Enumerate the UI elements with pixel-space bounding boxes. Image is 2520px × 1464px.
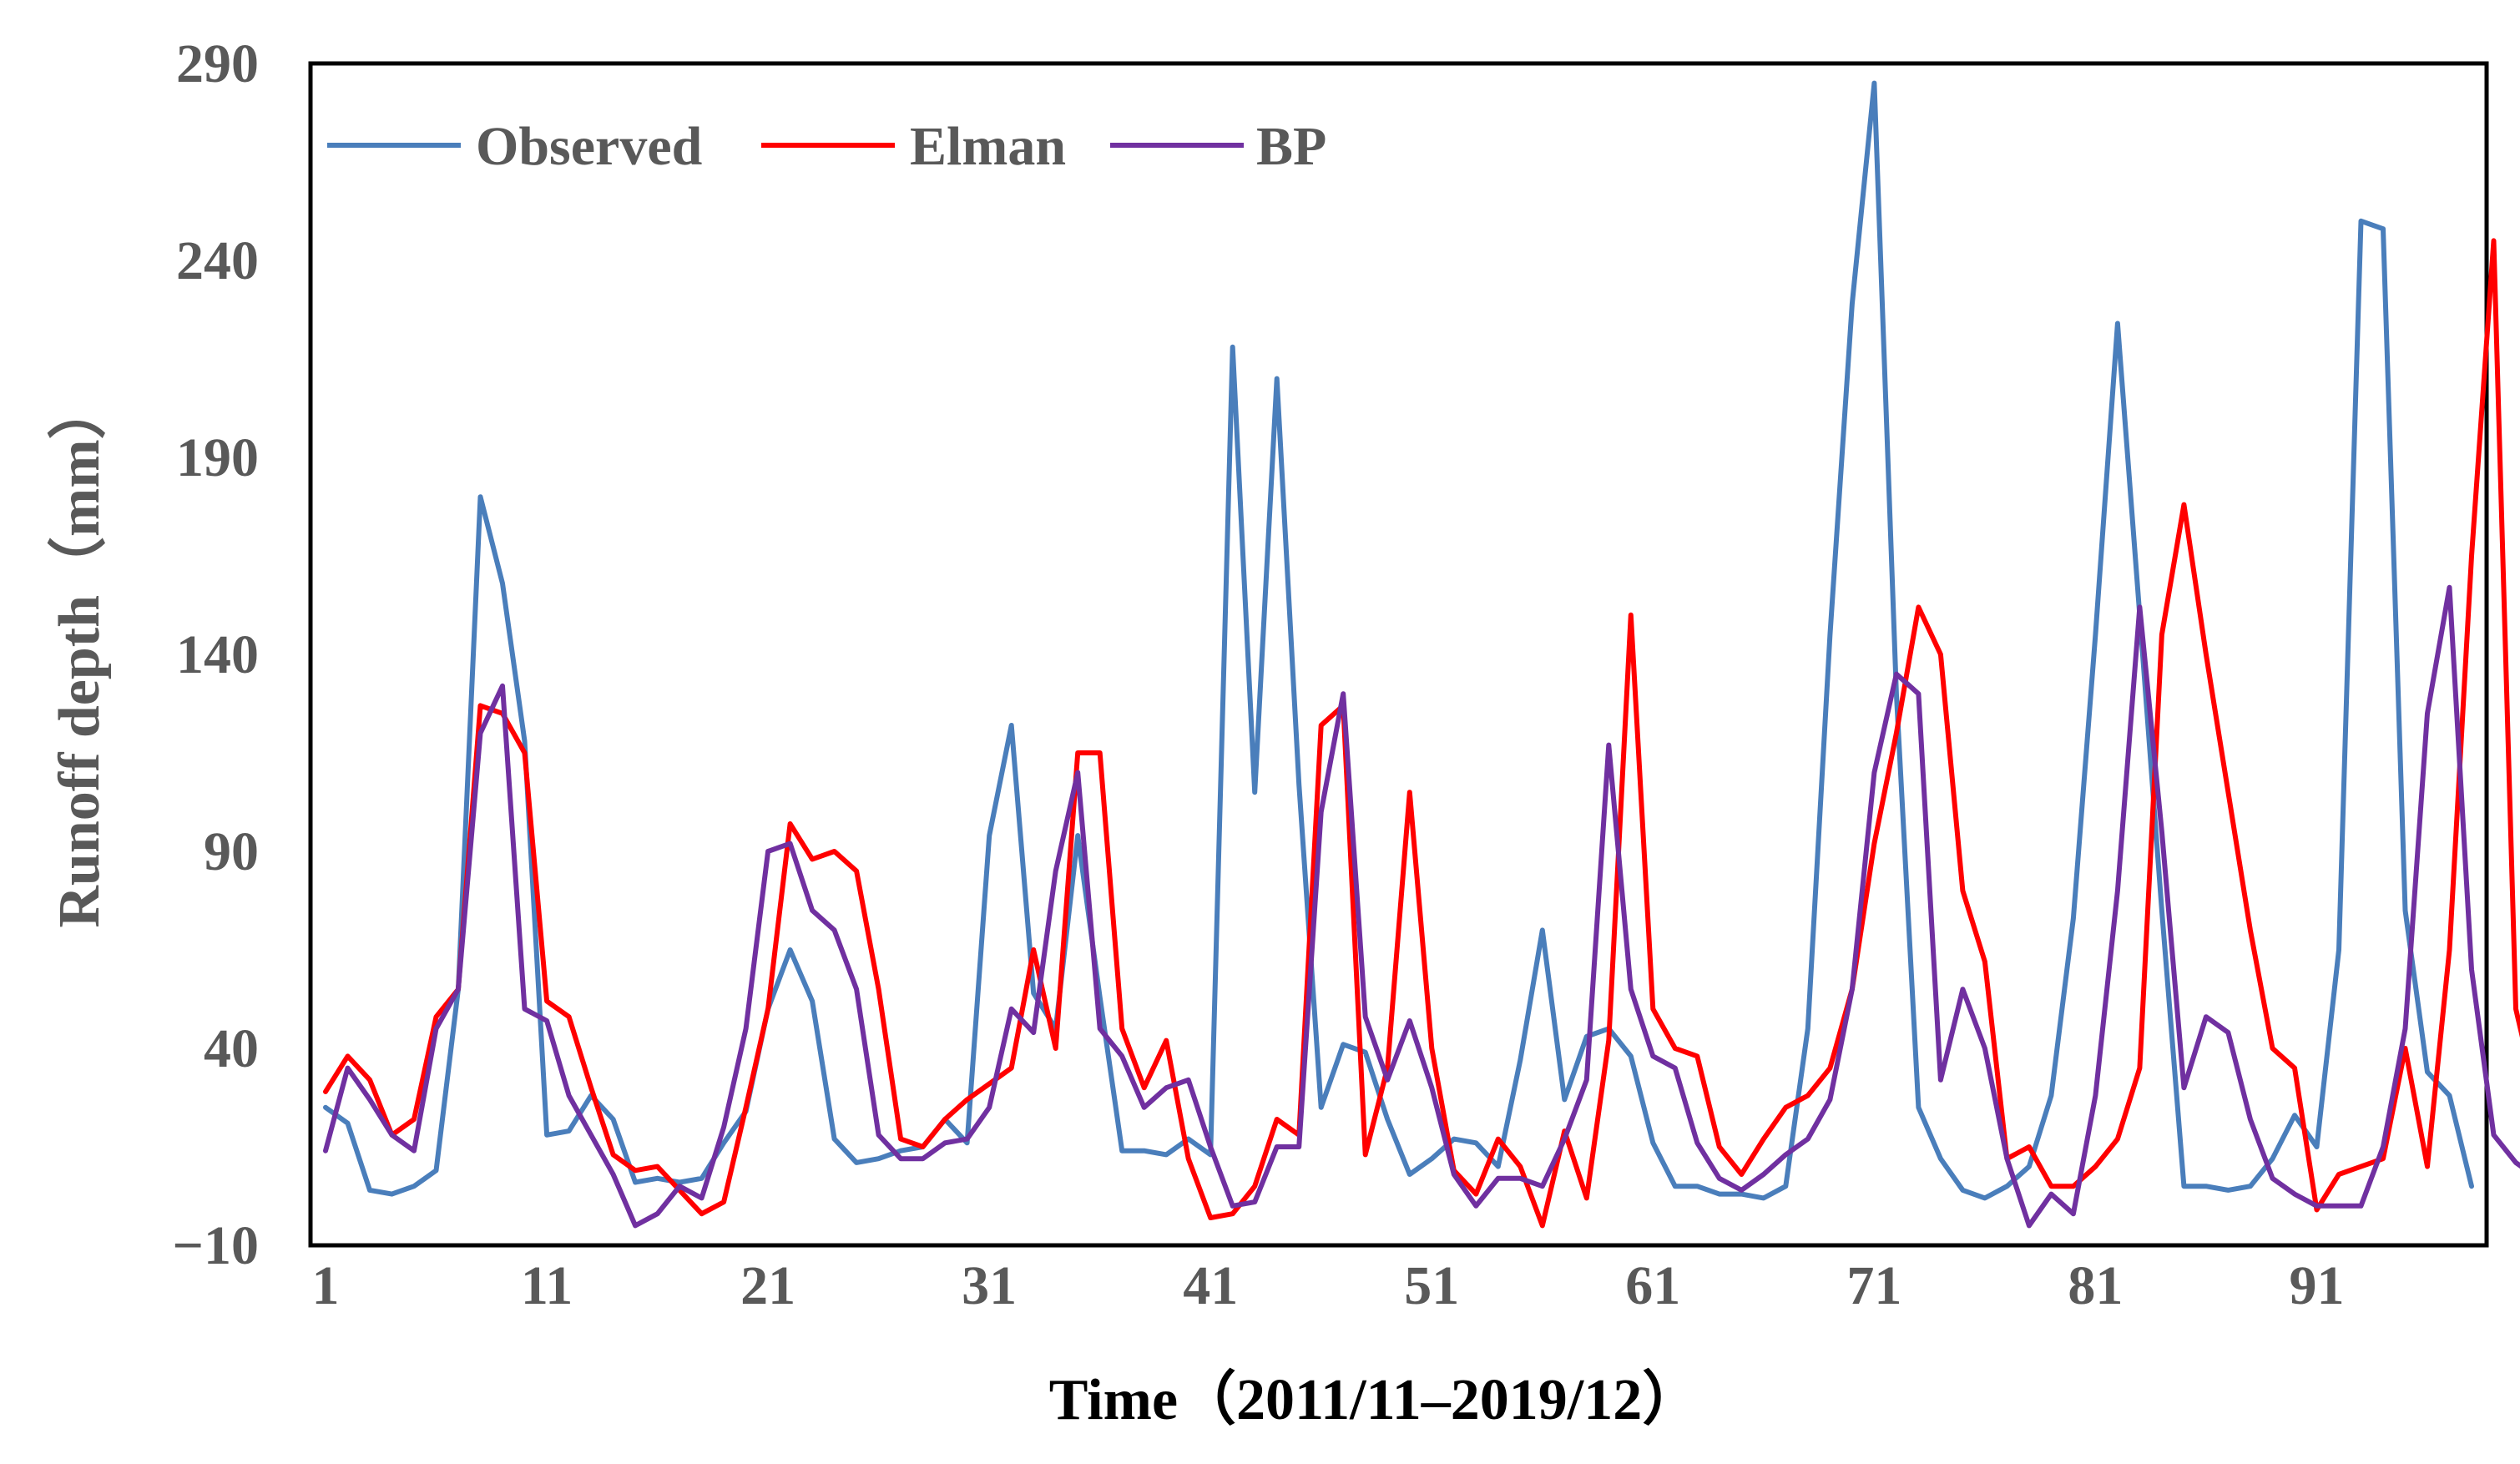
y-tick-label: 190: [176, 427, 259, 488]
legend-label-observed: Observed: [476, 116, 702, 177]
series-line-observed: [323, 80, 2474, 1201]
series-line-elman: [323, 238, 2520, 1229]
y-axis-ticks: −10 40 90 140 190 240 290: [172, 33, 259, 1276]
x-tick-label: 61: [1625, 1255, 1680, 1316]
x-tick-label: 91: [2289, 1255, 2344, 1316]
series-layer: [323, 80, 2520, 1229]
x-tick-label: 21: [740, 1255, 795, 1316]
y-axis-label: Runoff depth（mm）: [47, 381, 112, 927]
plot-frame: [308, 61, 2489, 1248]
legend-label-elman: Elman: [910, 116, 1066, 177]
x-tick-label: 11: [521, 1255, 573, 1316]
y-tick-label: 240: [176, 230, 259, 291]
y-tick-label: 140: [176, 624, 259, 685]
series-line-bp: [323, 584, 2520, 1229]
x-tick-label: 1: [312, 1255, 340, 1316]
legend-label-bp: BP: [1256, 116, 1326, 177]
legend: Observed Elman BP: [327, 116, 1326, 177]
x-tick-label: 71: [1846, 1255, 1901, 1316]
x-axis-label: Time（2011/11–2019/12）: [1049, 1367, 1700, 1432]
x-tick-label: 51: [1404, 1255, 1459, 1316]
x-axis-ticks: 1 11 21 31 41 51 61 71 81 91: [312, 1255, 2345, 1316]
y-tick-label: 290: [176, 33, 259, 94]
y-tick-label: 90: [204, 821, 259, 882]
x-tick-label: 81: [2068, 1255, 2123, 1316]
x-tick-label: 41: [1183, 1255, 1238, 1316]
x-tick-label: 31: [962, 1255, 1017, 1316]
y-tick-label: −10: [172, 1215, 259, 1276]
y-tick-label: 40: [204, 1018, 259, 1079]
